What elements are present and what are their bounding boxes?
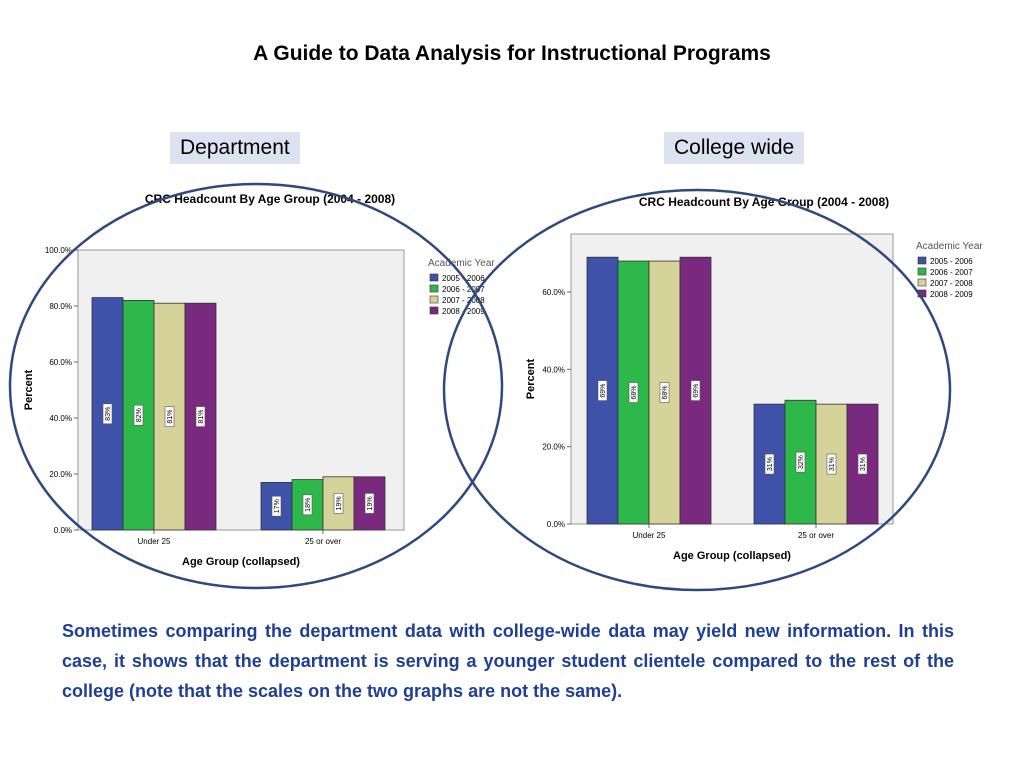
data-label: 18% (305, 498, 312, 512)
x-tick-label: 25 or over (305, 537, 341, 546)
legend-label: 2006 - 2007 (442, 285, 485, 294)
data-label: 19% (336, 496, 343, 510)
data-label: 69% (693, 384, 700, 398)
legend-title: Academic Year (428, 258, 495, 269)
y-axis-label: Percent (525, 358, 537, 399)
caption-text: Sometimes comparing the department data … (62, 621, 954, 701)
y-axis-label: Percent (23, 369, 35, 410)
y-tick-label: 20.0% (49, 470, 72, 479)
legend-title: Academic Year (916, 241, 983, 252)
y-tick-label: 0.0% (54, 526, 72, 535)
legend-swatch (429, 306, 439, 315)
data-label: 19% (367, 496, 374, 510)
data-label: 31% (829, 457, 836, 471)
college-wide-chart: CRC Headcount By Age Group (2004 - 2008)… (525, 195, 983, 562)
slide-title: A Guide to Data Analysis for Instruction… (253, 42, 771, 65)
legend-swatch (429, 273, 439, 282)
legend-swatch (917, 278, 927, 287)
legend-label: 2007 - 2008 (442, 296, 485, 305)
y-tick-label: 0.0% (547, 520, 565, 529)
data-label: 81% (167, 410, 174, 424)
x-tick-label: 25 or over (798, 531, 834, 540)
data-label: 83% (105, 407, 112, 421)
legend-swatch (917, 267, 927, 276)
legend-label: 2008 - 2009 (930, 290, 973, 299)
department-chart: CRC Headcount By Age Group (2004 - 2008)… (23, 192, 495, 568)
data-label: 31% (860, 457, 867, 471)
college-wide-label: College wide (664, 132, 805, 164)
y-tick-label: 80.0% (49, 302, 72, 311)
chart-title: CRC Headcount By Age Group (2004 - 2008) (639, 195, 889, 209)
legend-label: 2008 - 2009 (442, 307, 485, 316)
legend-label: 2005 - 2006 (442, 274, 485, 283)
x-tick-label: Under 25 (138, 537, 171, 546)
data-label: 31% (767, 457, 774, 471)
y-tick-label: 100.0% (45, 246, 72, 255)
y-tick-label: 40.0% (49, 414, 72, 423)
y-tick-label: 20.0% (542, 443, 565, 452)
legend-label: 2006 - 2007 (930, 268, 973, 277)
x-tick-label: Under 25 (633, 531, 666, 540)
department-label: Department (170, 132, 300, 164)
data-label: 69% (600, 384, 607, 398)
data-label: 68% (631, 386, 638, 400)
y-tick-label: 40.0% (542, 365, 565, 374)
data-label: 68% (662, 386, 669, 400)
legend-swatch (917, 256, 927, 265)
x-axis-label: Age Group (collapsed) (673, 550, 791, 562)
legend-swatch (429, 295, 439, 304)
y-tick-label: 60.0% (49, 358, 72, 367)
y-tick-label: 60.0% (542, 288, 565, 297)
data-label: 82% (136, 408, 143, 422)
legend-swatch (429, 284, 439, 293)
legend-label: 2005 - 2006 (930, 257, 973, 266)
data-label: 32% (798, 455, 805, 469)
data-label: 17% (274, 499, 281, 513)
x-axis-label: Age Group (collapsed) (182, 556, 300, 568)
data-label: 81% (198, 410, 205, 424)
chart-title: CRC Headcount By Age Group (2004 - 2008) (145, 192, 395, 206)
legend-label: 2007 - 2008 (930, 279, 973, 288)
legend-swatch (917, 289, 927, 298)
